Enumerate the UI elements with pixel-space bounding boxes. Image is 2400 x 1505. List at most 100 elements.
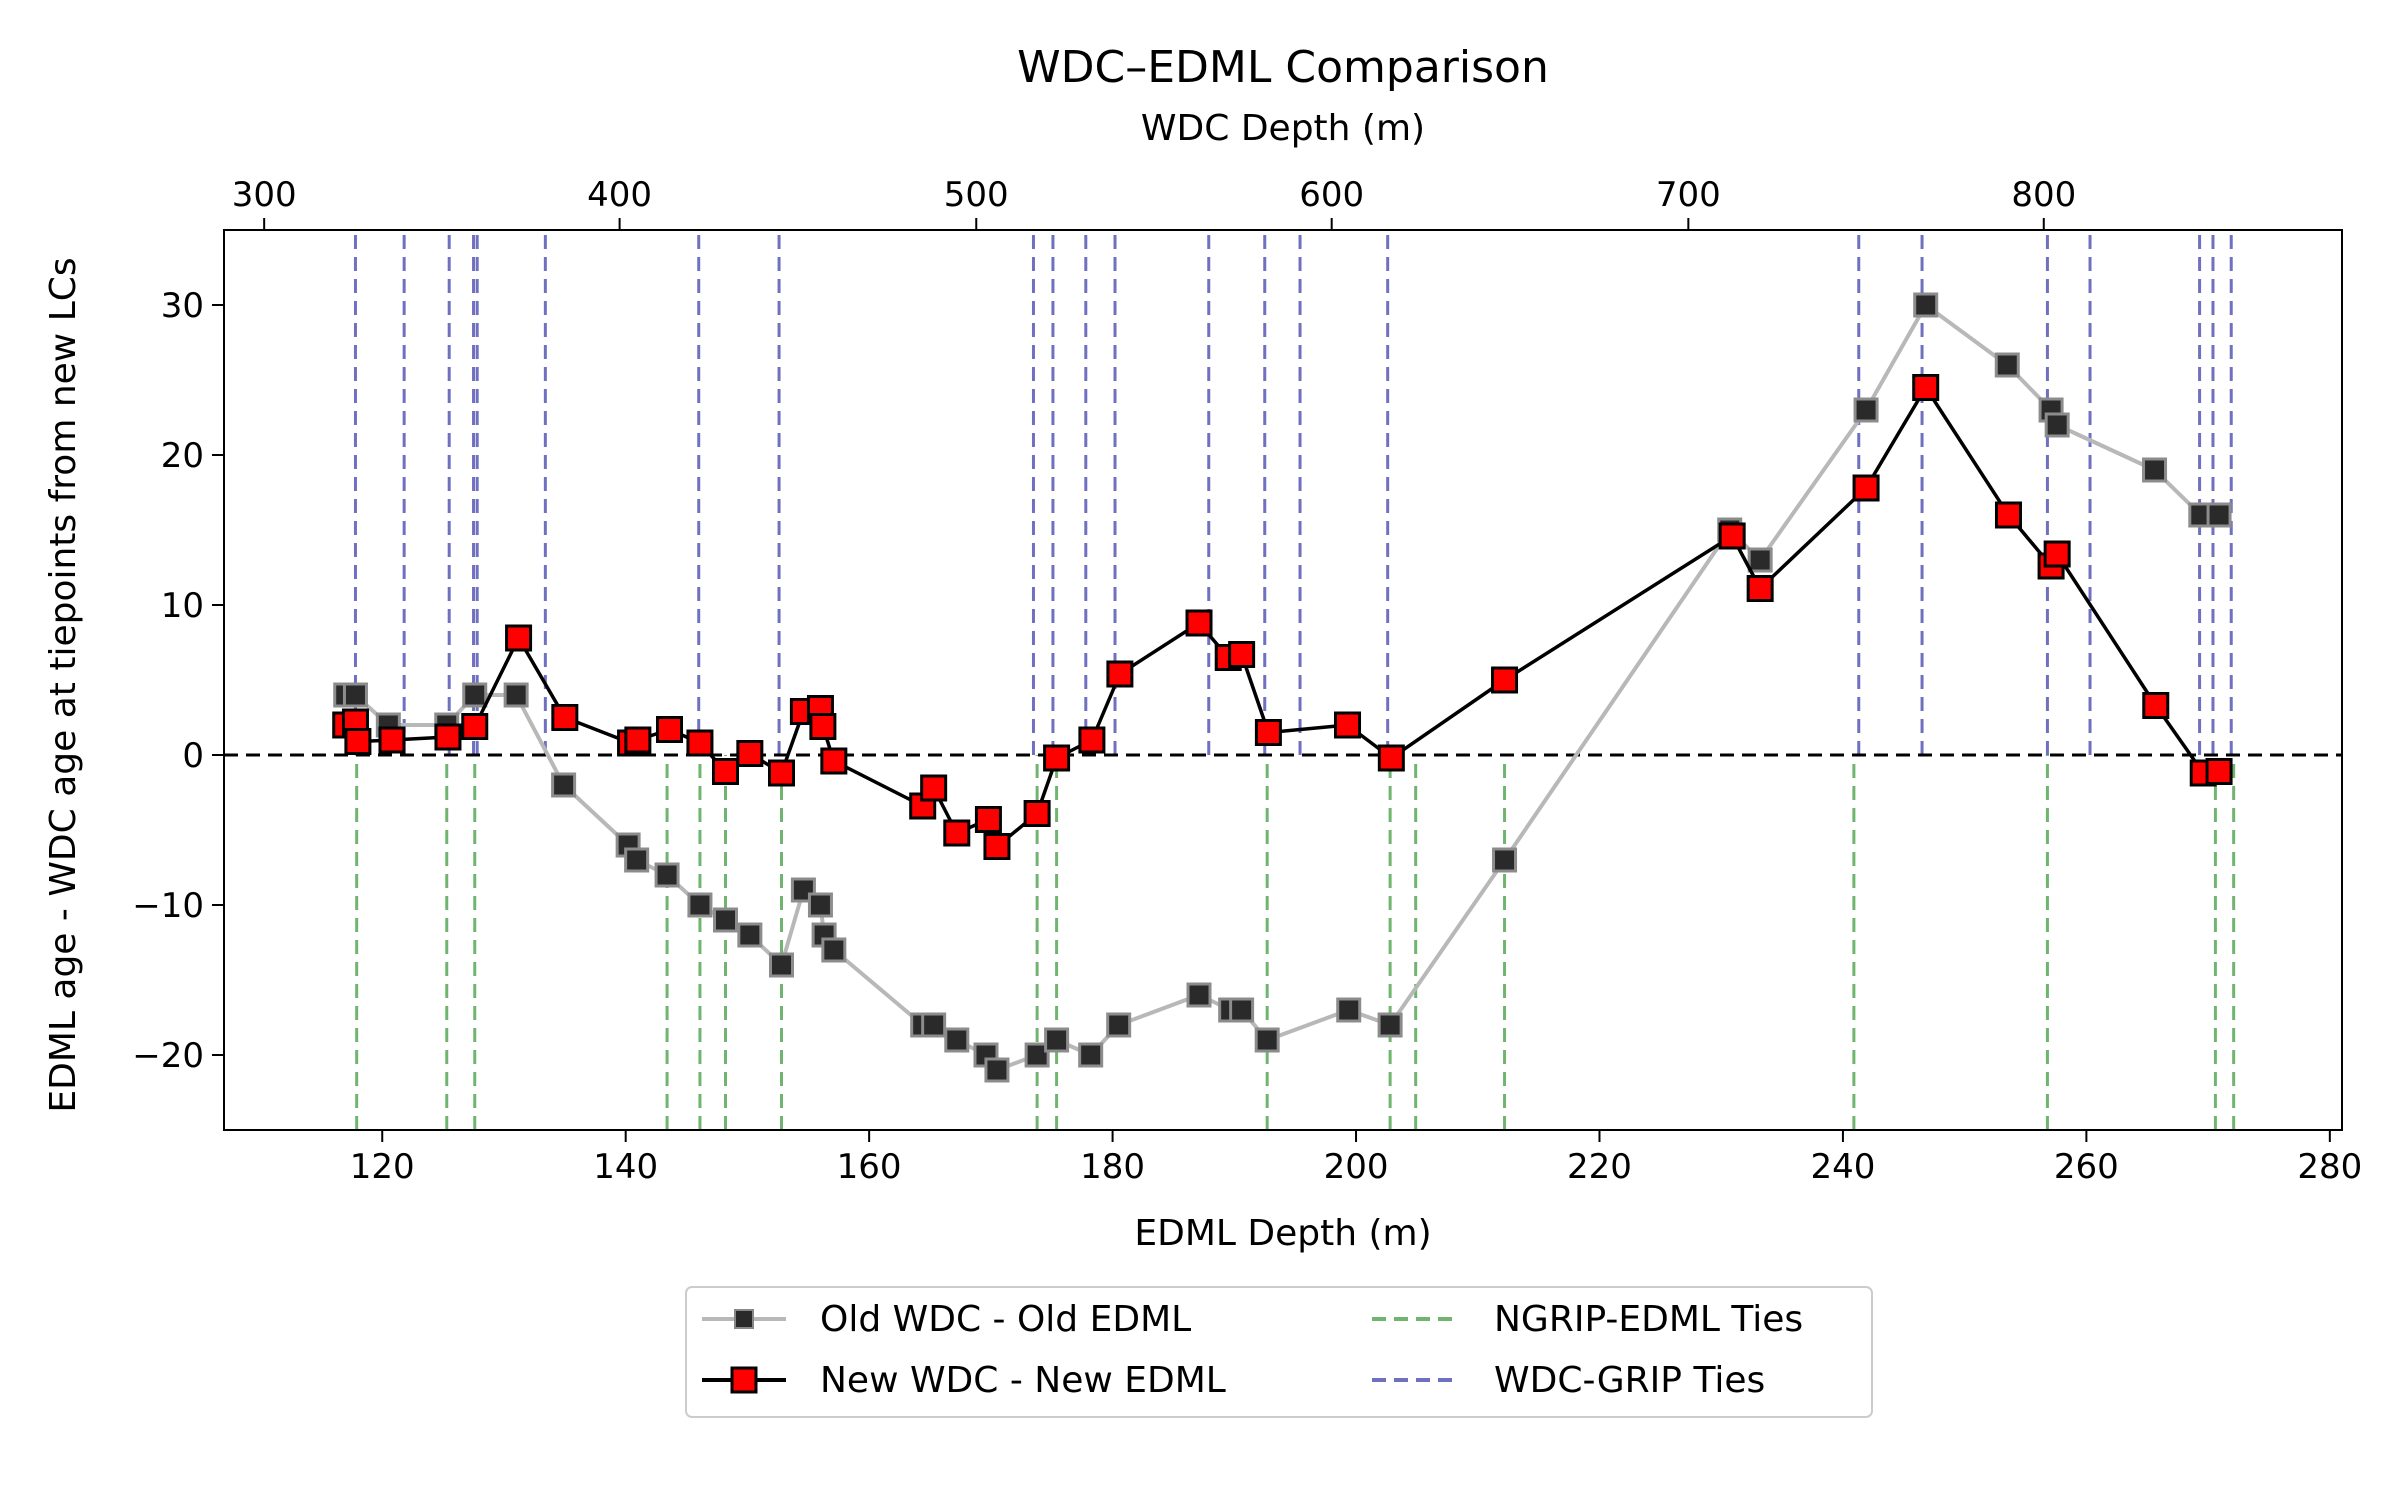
old-series-point	[624, 847, 650, 873]
top-x-tick-label: 400	[587, 175, 652, 215]
top-x-tick-label: 700	[1656, 175, 1721, 215]
new-series-point	[1491, 666, 1519, 694]
old-series-point	[654, 862, 680, 888]
legend-item-wdc: WDC-GRIP Ties	[1372, 1360, 1765, 1401]
new-series-point	[767, 759, 795, 787]
x-tick-label: 180	[1080, 1147, 1145, 1187]
new-series-point	[656, 716, 684, 743]
old-series-point	[713, 907, 739, 933]
new-series-point	[434, 723, 462, 751]
old-series-point	[1229, 997, 1255, 1023]
old-series-point	[737, 922, 763, 948]
top-x-axis-label: WDC Depth (m)	[1141, 108, 1425, 149]
x-tick-label: 280	[2297, 1147, 2362, 1187]
legend-item-old: Old WDC - Old EDML	[702, 1299, 1191, 1340]
legend-new-marker	[730, 1366, 758, 1394]
old-series-point	[944, 1027, 970, 1053]
x-tick-label: 120	[350, 1147, 415, 1187]
x-tick-label: 160	[837, 1147, 902, 1187]
old-series-point	[2142, 457, 2168, 483]
old-series-point	[1044, 1027, 1070, 1053]
new-series-point	[1334, 711, 1362, 739]
x-tick-label: 260	[2054, 1147, 2119, 1187]
new-series-point	[983, 833, 1011, 860]
old-series-point	[503, 682, 529, 708]
old-series-point	[921, 1012, 947, 1038]
new-series-point	[1718, 522, 1746, 550]
legend-box	[685, 1286, 1873, 1418]
legend-old-marker	[734, 1309, 754, 1329]
y-tick-label: 10	[161, 586, 204, 626]
new-series-point	[378, 726, 406, 754]
new-series-point	[736, 740, 764, 767]
x-tick-label: 140	[593, 1147, 658, 1187]
new-series-point	[2205, 758, 2233, 785]
new-series-point	[712, 758, 740, 785]
old-series-point	[807, 892, 833, 918]
series-layer	[332, 292, 2233, 1083]
legend: Old WDC - Old EDML NGRIP-EDML Ties New W…	[685, 1286, 1873, 1418]
old-series-point	[984, 1057, 1010, 1083]
plot-frame	[223, 229, 2343, 1131]
axes-layer: 120 140 160 180 200 220 240 260 280 −20 −10 0 10 20 30…	[132, 175, 2362, 1187]
x-tick-label: 220	[1567, 1147, 1632, 1187]
old-series-point	[551, 772, 577, 798]
new-series-point	[1994, 501, 2022, 529]
new-series-point	[686, 729, 714, 757]
old-series-point	[1492, 847, 1518, 873]
x-axis-label: EDML Depth (m)	[1134, 1213, 1431, 1254]
chart-title: WDC–EDML Comparison	[1017, 42, 1549, 93]
new-series-point	[809, 713, 837, 740]
new-series-point	[1078, 726, 1106, 754]
top-x-tick-label: 300	[232, 175, 297, 215]
new-series-point	[943, 819, 971, 847]
legend-item-ngrip: NGRIP-EDML Ties	[1372, 1299, 1803, 1340]
y-tick-label: 20	[161, 436, 204, 476]
x-tick-label: 240	[1810, 1147, 1875, 1187]
new-series-point	[2142, 692, 2170, 719]
new-series-point	[505, 624, 533, 652]
legend-wdc-label: WDC-GRIP Ties	[1494, 1360, 1765, 1401]
new-series-point	[2043, 540, 2071, 568]
old-series-point	[1024, 1042, 1050, 1068]
old-series-point	[1336, 997, 1362, 1023]
top-x-tick-label: 600	[1299, 175, 1364, 215]
new-series-point	[920, 774, 948, 802]
old-series-point	[462, 682, 488, 708]
old-series-point	[1254, 1027, 1280, 1053]
old-series-point	[1106, 1012, 1132, 1038]
tie-lines-layer	[353, 230, 2236, 1130]
new-series-point	[461, 713, 489, 740]
y-axis-label: EDML age - WDC age at tiepoints from new…	[43, 257, 84, 1112]
top-x-tick-label: 500	[944, 175, 1009, 215]
y-tick-label: 30	[161, 286, 204, 326]
old-series-point	[2044, 412, 2070, 438]
new-series-point	[1912, 374, 1940, 401]
old-series-point	[821, 937, 847, 963]
old-series-point	[1994, 352, 2020, 378]
new-series-point	[820, 747, 848, 775]
new-series-point	[1023, 800, 1051, 827]
legend-old-label: Old WDC - Old EDML	[820, 1299, 1191, 1340]
old-series-point	[2206, 502, 2232, 528]
y-tick-label: −10	[132, 886, 204, 926]
new-series-point	[344, 728, 372, 755]
new-series-point	[1043, 744, 1071, 772]
old-series-point	[1078, 1042, 1104, 1068]
y-tick-label: 0	[182, 736, 204, 776]
old-series-point	[342, 682, 368, 708]
legend-ngrip-label: NGRIP-EDML Ties	[1494, 1299, 1803, 1340]
new-series-point	[1228, 641, 1256, 668]
old-series-point	[1747, 547, 1773, 573]
new-series-point	[1106, 660, 1134, 688]
old-series-point	[1853, 397, 1879, 423]
legend-item-new: New WDC - New EDML	[702, 1360, 1226, 1401]
new-series-point	[1377, 744, 1405, 772]
old-series-point	[1377, 1012, 1403, 1038]
new-series-point	[624, 726, 652, 754]
old-series-point	[687, 892, 713, 918]
old-series-point	[1913, 292, 1939, 318]
top-x-tick-label: 800	[2011, 175, 2076, 215]
